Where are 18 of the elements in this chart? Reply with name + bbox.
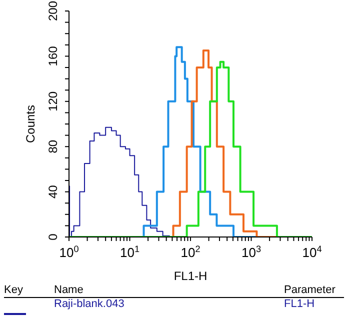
text: Name: [54, 284, 84, 296]
x-tick-label: 10$^{3}$: [241, 244, 262, 260]
x-tick-label: 10$^{4}$: [302, 244, 322, 260]
x-axis-title: FL1-H: [174, 269, 208, 283]
y-tick-label: 120: [46, 91, 60, 112]
y-tick-label: 80: [46, 140, 60, 154]
text: FL1-H: [284, 298, 316, 310]
text: Raji-blank.043: [54, 298, 126, 310]
text: Parameter: [284, 284, 336, 296]
y-tick-label: 160: [46, 46, 60, 66]
y-tick-label: 200: [46, 0, 60, 22]
x-tick-label: 10$^{2}$: [180, 244, 200, 260]
text: Key: [4, 284, 24, 296]
y-tick-label: 0: [46, 233, 60, 240]
y-axis-title: Counts: [23, 104, 38, 144]
x-tick-label: 10$^{1}$: [120, 244, 140, 260]
x-tick-label: 10$^{0}$: [59, 244, 79, 260]
y-tick-label: 40: [46, 184, 60, 198]
